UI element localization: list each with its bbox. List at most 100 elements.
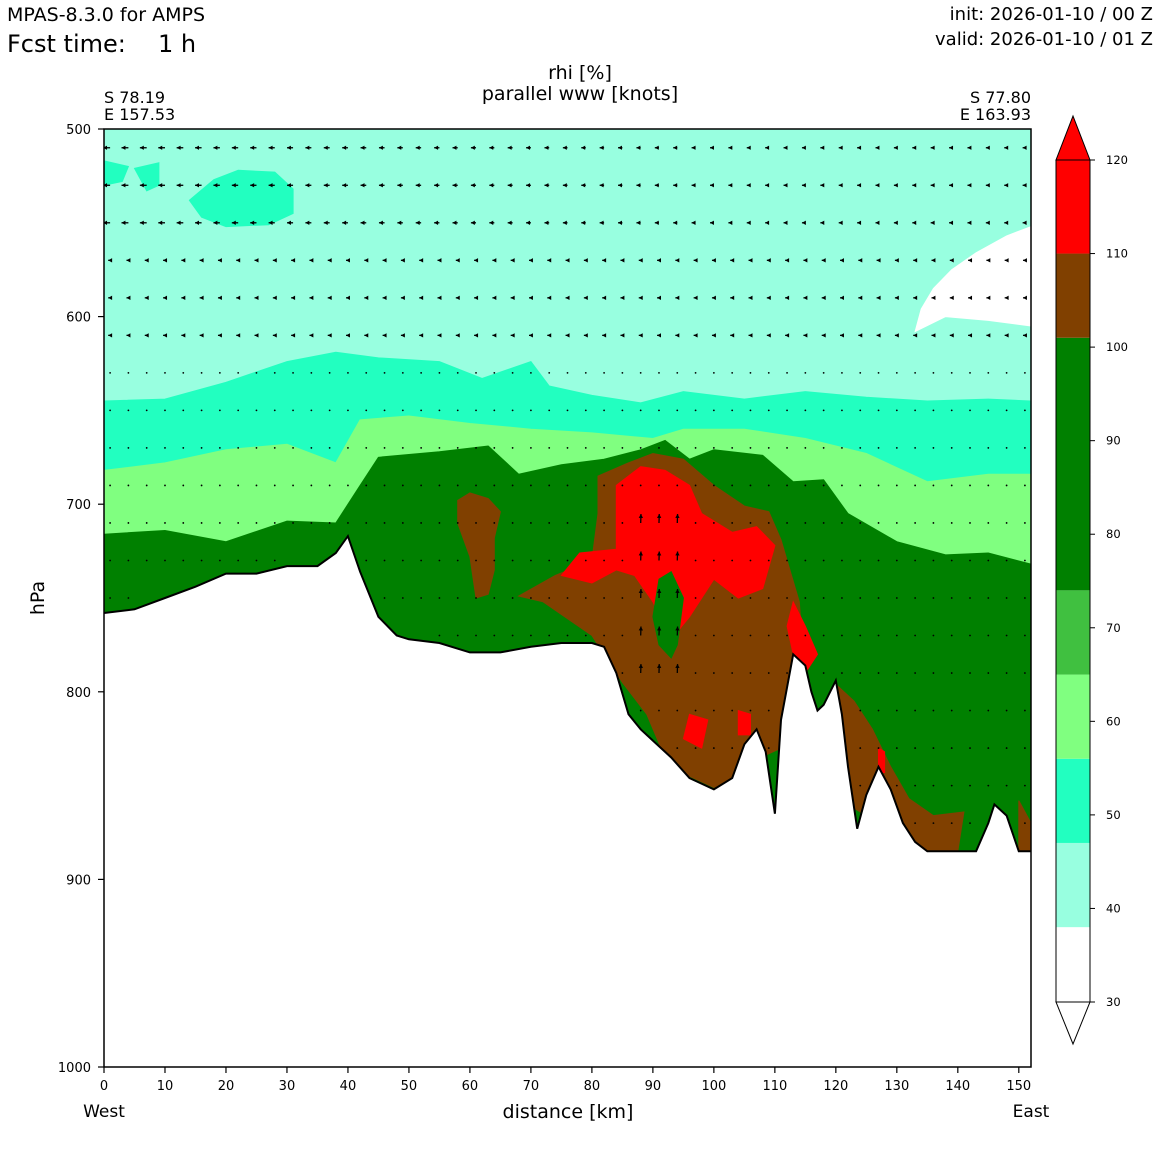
wind-arrow [544,220,550,225]
wind-arrow [767,559,770,562]
wind-arrow [694,559,697,562]
wind-arrow [638,626,643,636]
wind-arrow [877,747,880,749]
wind-arrow [139,145,147,150]
wind-arrow [804,597,807,599]
wind-arrow [746,145,751,150]
wind-arrow [822,409,825,412]
wind-arrow [599,145,605,150]
wind-arrow [164,522,166,524]
wind-arrow [894,333,899,338]
wind-arrow [378,145,385,150]
wind-arrow [328,522,331,524]
wind-arrow [857,183,862,188]
wind-arrow [470,183,477,188]
wind-arrow [401,484,404,487]
wind-arrow [657,295,662,300]
wind-arrow [1005,784,1008,787]
wind-arrow [801,220,806,225]
wind-arrow [709,183,714,188]
x-tick-label: 50 [401,1079,418,1094]
wind-arrow [365,522,368,524]
wind-arrow [895,484,898,487]
wind-arrow [397,145,403,150]
wind-arrow [804,484,807,487]
wind-arrow [694,672,697,674]
wind-arrow [158,145,165,150]
wind-arrow [712,484,715,487]
wind-arrow [728,220,733,225]
east-label: East [1013,1102,1050,1122]
wind-arrow [967,145,972,150]
wind-arrow [109,409,111,412]
wind-arrow [145,484,148,487]
wind-arrow [420,447,423,449]
wind-arrow [548,484,551,487]
wind-arrow [347,522,349,524]
wind-arrow [673,145,678,150]
wind-arrow [785,295,790,300]
wind-arrow [893,145,898,150]
wind-arrow [786,409,788,412]
wind-arrow [1005,709,1008,712]
wind-arrow [475,597,477,599]
wind-arrow [419,333,424,338]
wind-arrow [712,672,715,674]
wind-arrow [914,672,917,674]
wind-arrow [876,258,881,263]
wind-arrow [419,258,424,263]
wind-arrow [548,522,551,524]
wind-arrow [1022,145,1027,150]
wind-arrow [530,484,532,487]
wind-arrow [181,258,186,263]
wind-arrow [895,559,898,562]
wind-arrow [746,183,751,188]
wind-arrow [914,822,917,825]
wind-arrow [694,522,697,524]
wind-arrow [804,634,807,637]
wind-arrow [691,145,696,150]
wind-arrow [420,371,423,374]
wind-arrow [237,522,240,524]
wind-arrow [530,522,532,524]
wind-arrow [145,447,148,449]
wind-arrow [109,447,111,449]
wind-arrow [840,333,844,338]
wind-arrow [548,634,551,637]
wind-arrow [712,559,715,562]
rhi-region-band-100-far-east [1018,800,1031,858]
wind-arrow [748,333,753,338]
wind-arrow [749,484,752,487]
wind-arrow [1022,295,1027,300]
wind-arrow [127,597,130,599]
wind-arrow [603,559,605,562]
wind-arrow [213,183,220,188]
wind-arrow [583,295,588,300]
wind-arrow [986,295,991,300]
wind-arrow [731,672,734,674]
wind-arrow [969,559,971,562]
wind-arrow [309,333,314,338]
wind-arrow [346,258,350,263]
wind-arrow [323,145,330,150]
wind-arrow [968,333,973,338]
wind-arrow [709,145,714,150]
wind-arrow [987,634,990,637]
wind-arrow [858,295,863,300]
wind-arrow [932,672,935,674]
wind-arrow [932,371,935,374]
wind-arrow [237,559,240,562]
wind-arrow [636,183,641,188]
wind-arrow [420,522,423,524]
wind-arrow [603,447,605,449]
wind-arrow [675,626,680,636]
wind-arrow [250,183,257,188]
wind-arrow [877,484,880,487]
wind-arrow [437,295,442,300]
wind-arrow [195,183,202,188]
wind-arrow [526,145,531,150]
wind-arrow [877,409,880,412]
colorbar-tick-label: 100 [1106,340,1128,354]
wind-arrow [310,484,313,487]
plot-frame [103,128,1032,1068]
